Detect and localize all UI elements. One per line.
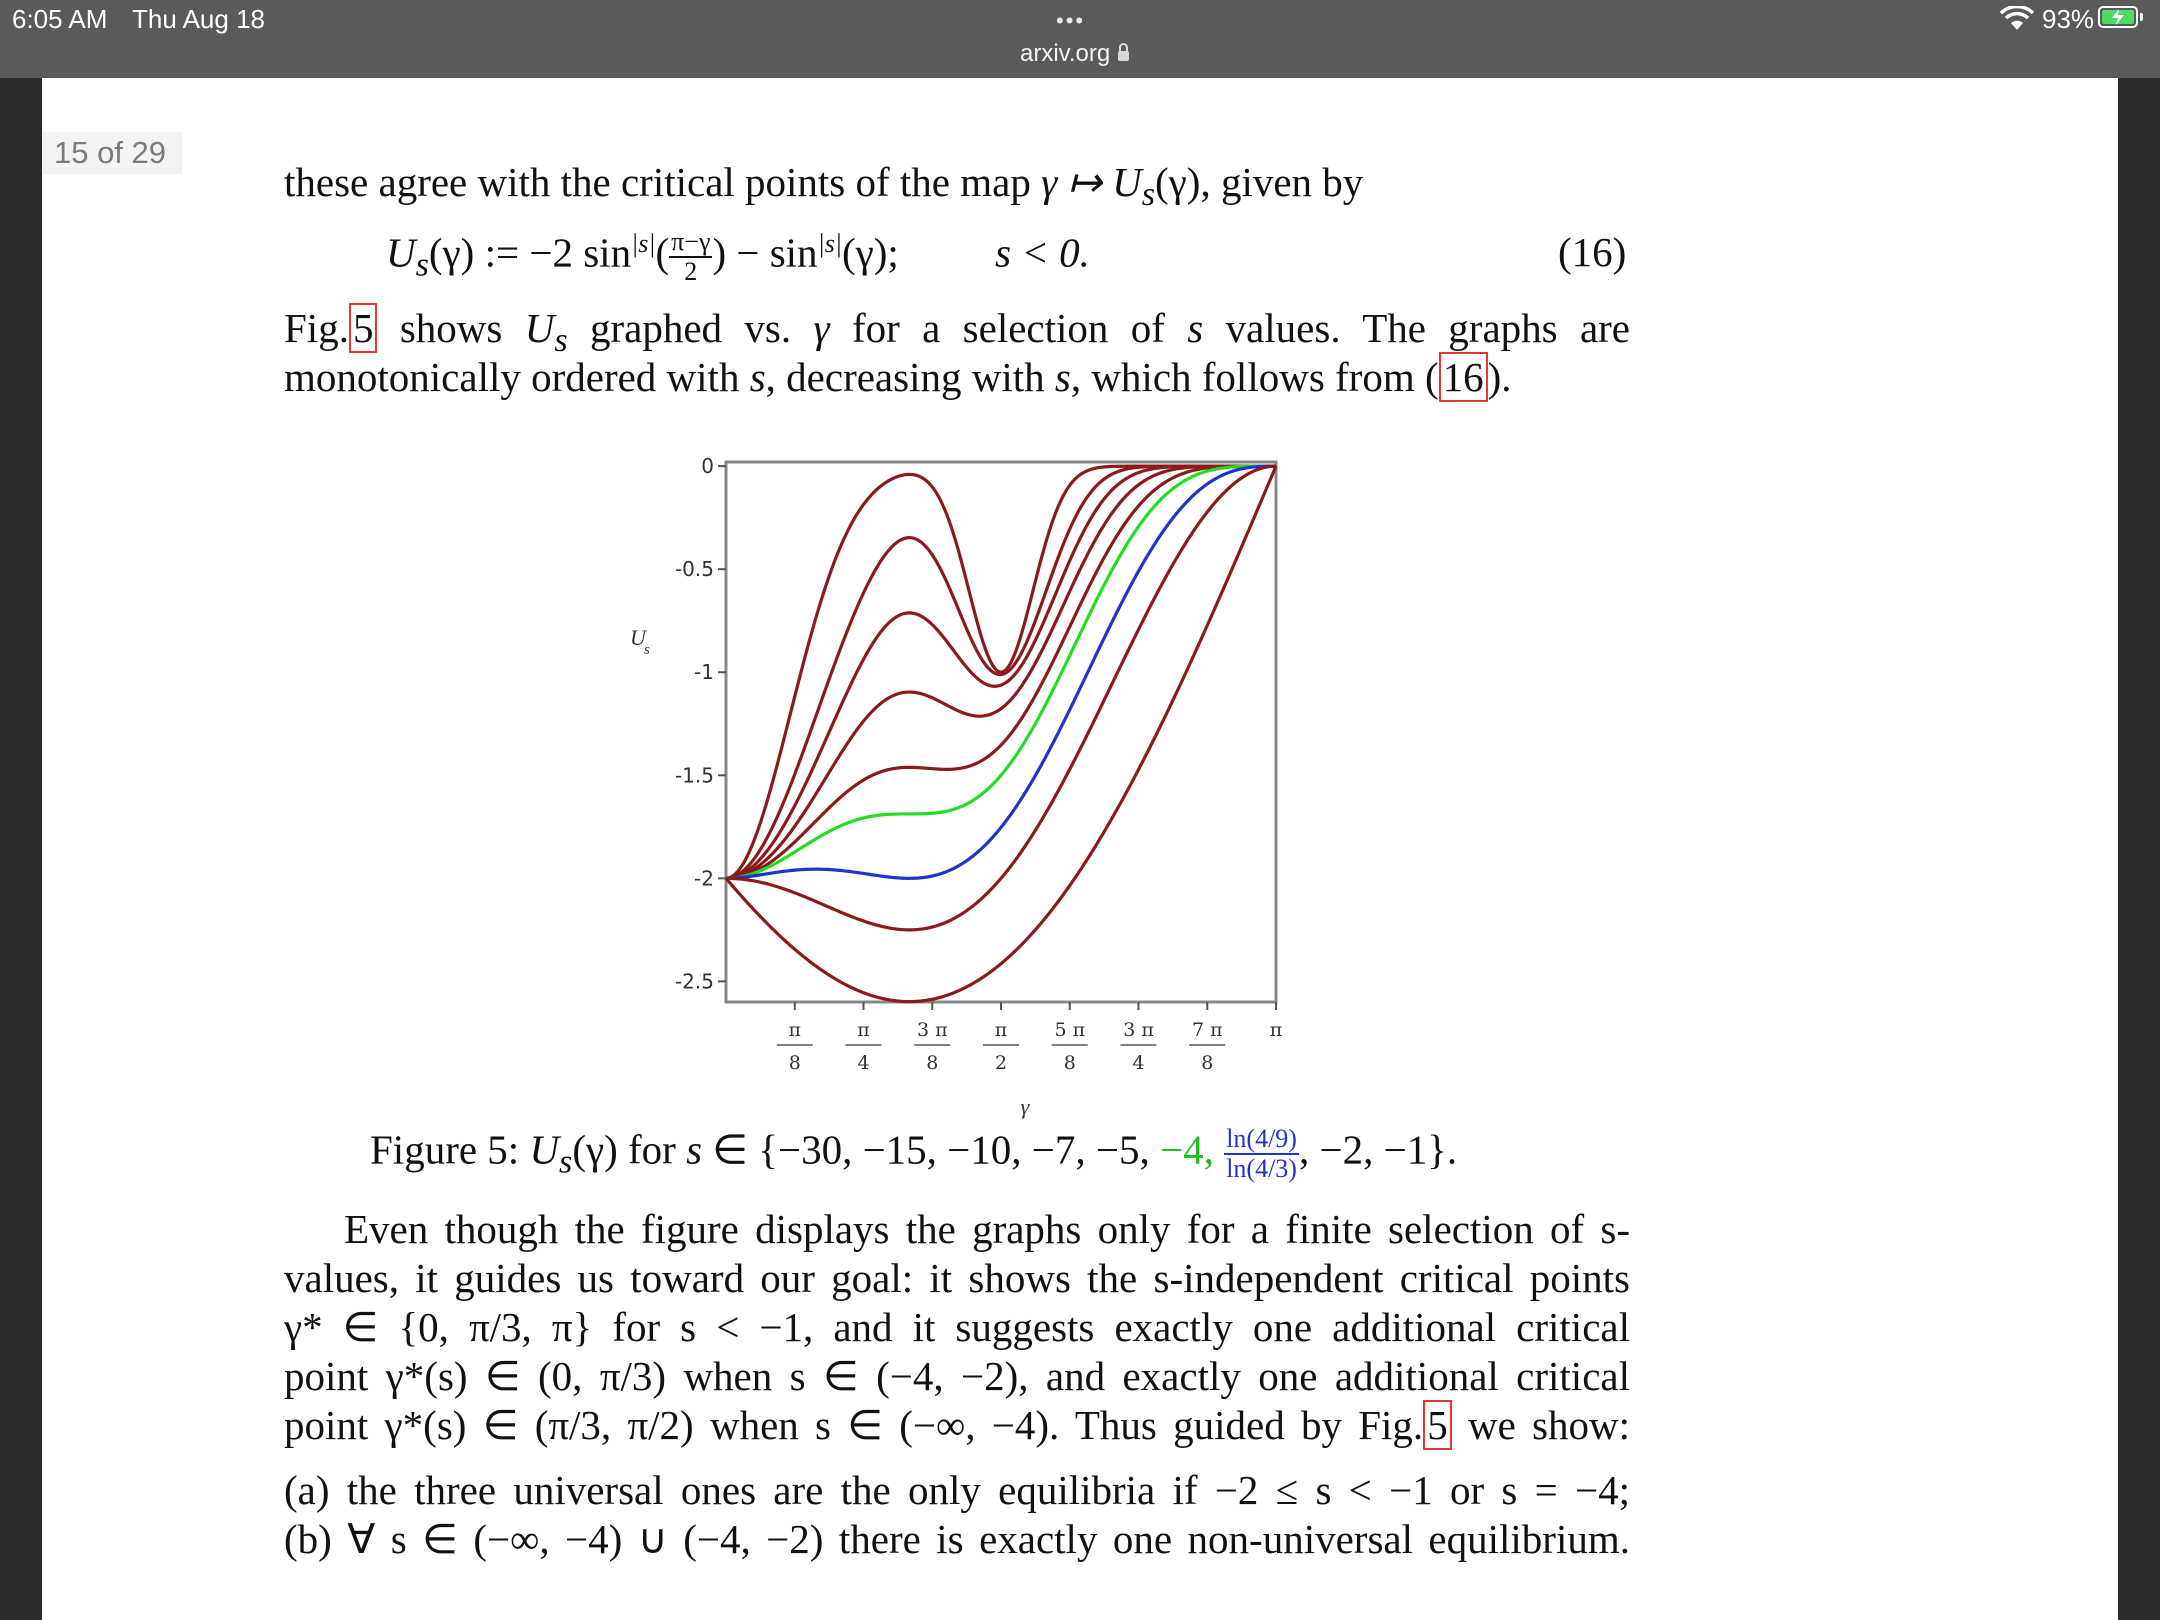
lock-icon [1118,43,1130,61]
series-line [724,465,1278,1004]
status-date: Thu Aug 18 [132,4,265,34]
x-tick-label-denominator: 8 [1064,1052,1076,1074]
series-line [725,464,1276,880]
figure-link[interactable]: 5 [1423,1400,1452,1450]
y-tick-label: -2.5 [675,969,714,993]
figure-5-chart: 0 -0.5 -1 -1.5 -2 -2.5 Us π 8 π 4 3 π 8 π 2 5 π 8 3 π 4 7 π… [630,454,1283,1119]
paragraph-line: Fig.5 shows Us graphed vs. γ for a selec… [284,303,1631,360]
y-tick-label: -1.5 [675,763,714,787]
x-tick-label-numerator: 5 π [1054,1019,1085,1041]
x-tick-label-denominator: 2 [995,1052,1007,1074]
wifi-icon [1999,4,2035,37]
url-text: arxiv.org [1020,40,1111,67]
x-tick-label-numerator: π [857,1019,870,1041]
plot-frame [724,460,1278,1004]
list-item: (a) the three universal ones are the onl… [284,1467,1630,1513]
paragraph-line: these agree with the critical points of … [284,159,1364,214]
y-tick-label: 0 [701,454,714,478]
paragraph-line: Even though the figure displays the grap… [344,1206,1630,1252]
x-tick-label-numerator: 7 π [1192,1019,1223,1041]
x-tick-label-numerator: 3 π [917,1019,948,1041]
x-tick-label-denominator: 8 [789,1052,801,1074]
battery-charging-icon [2098,6,2143,28]
figure-caption: Figure 5: Us(γ) for s ∈ {−30, −15, −10, … [370,1124,1458,1183]
series-line [725,464,1276,880]
x-tick-label-denominator: 8 [926,1052,938,1074]
equation-16: Us(γ) := −2 sin|s|(π−γ 2) − sin|s|(γ); s … [386,227,1090,286]
y-tick-label: -2 [694,866,714,890]
list-item: (b) ∀ s ∈ (−∞, −4) ∪ (−4, −2) there is e… [284,1516,1630,1562]
series-line [725,464,1276,880]
x-axis-label: γ [1021,1094,1031,1119]
y-tick-label: -1 [694,660,714,684]
battery-percentage: 93% [2042,4,2095,34]
x-tick-label-numerator: 3 π [1123,1019,1154,1041]
x-tick-label-numerator: π [789,1019,802,1041]
series-line [725,464,1277,932]
status-time: 6:05 AM [12,4,108,34]
figure-link[interactable]: 5 [348,303,378,353]
equation-number: (16) [1558,229,1627,275]
equation-link[interactable]: 16 [1438,352,1488,402]
paragraph-line: point γ*(s) ∈ (0, π/3) when s ∈ (−4, −2)… [284,1353,1630,1399]
page-counter: 15 of 29 [42,132,182,174]
url-bar[interactable]: arxiv.org [1020,40,1130,68]
x-tick-label-denominator: 4 [857,1052,869,1074]
multitasking-dots[interactable]: ••• [1056,8,1086,33]
series-line [725,464,1276,880]
paragraph-line: point γ*(s) ∈ (π/3, π/2) when s ∈ (−∞, −… [284,1400,1631,1450]
series-line [725,464,1276,880]
y-axis-label-subscript: s [644,642,650,658]
paragraph-line: values, it guides us toward our goal: it… [284,1255,1630,1301]
x-tick-label-numerator: π [995,1019,1008,1041]
paragraph-line: γ* ∈ {0, π/3, π} for s < −1, and it sugg… [284,1304,1630,1350]
status-bar: 6:05 AM Thu Aug 18 ••• arxiv.org 93% [0,0,2160,78]
y-axis-label: U [630,625,648,650]
y-tick-label: -0.5 [675,557,714,581]
x-tick-label-numerator: π [1270,1019,1283,1041]
x-tick-label-denominator: 8 [1201,1052,1213,1074]
x-tick-label-denominator: 4 [1132,1052,1144,1074]
pdf-page[interactable] [42,78,2118,1620]
paragraph-line: monotonically ordered with s, decreasing… [284,352,1512,402]
